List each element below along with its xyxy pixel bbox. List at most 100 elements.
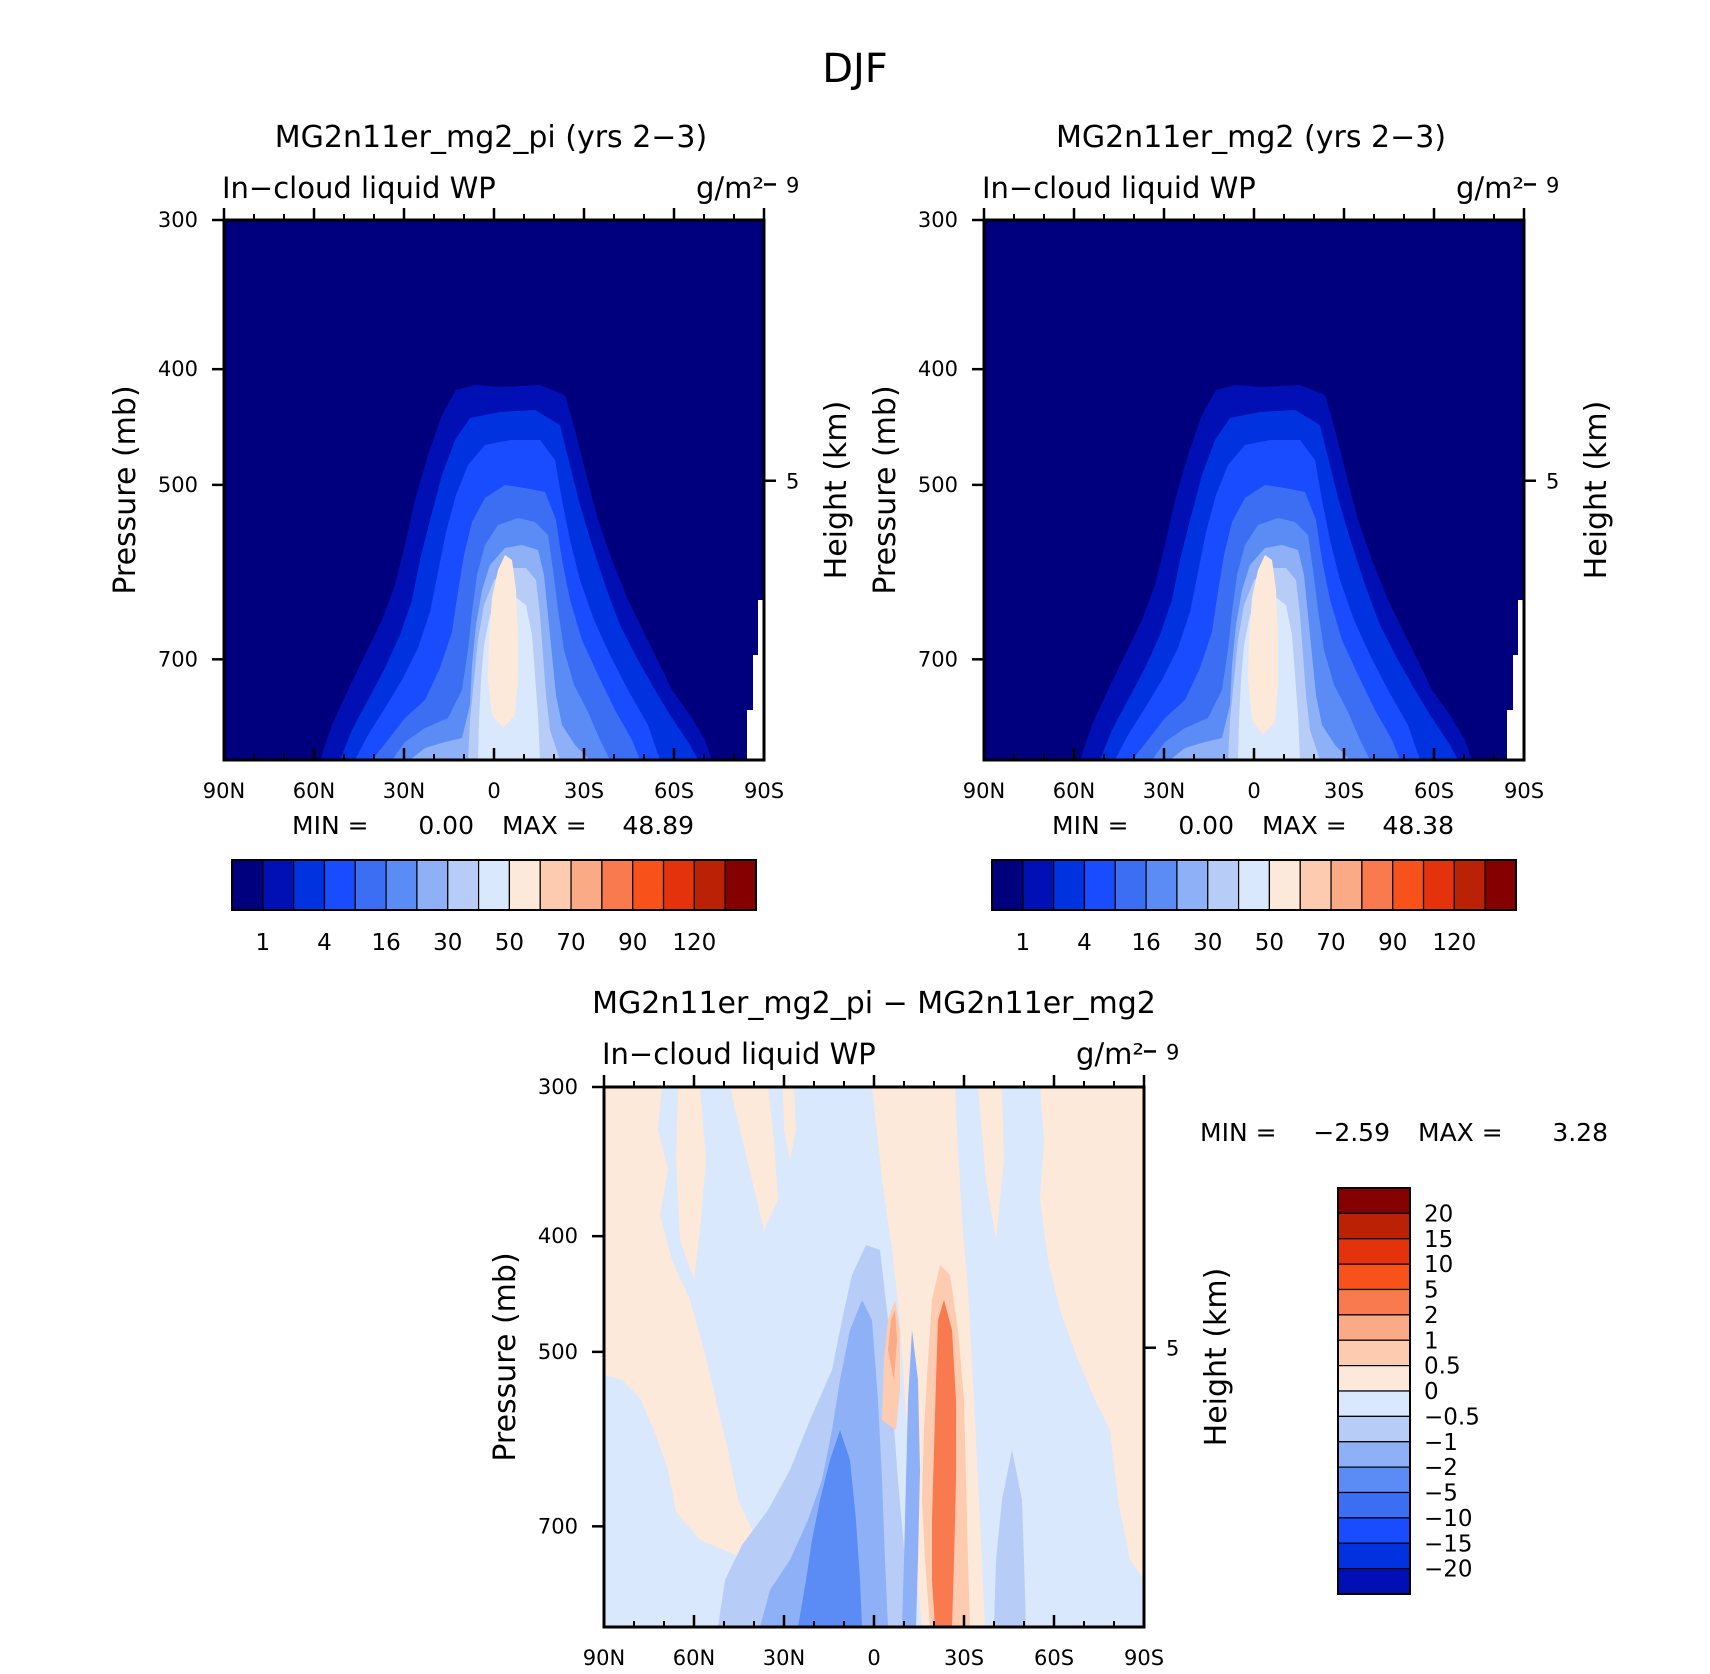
panel-1-left-label: In−cloud liquid WP (222, 171, 496, 205)
colorbar-level-label: −0.5 (1424, 1404, 1480, 1430)
colorbar-frame (231, 859, 757, 911)
colorbar-swatch (1299, 859, 1332, 911)
panel-1-plot (224, 220, 764, 760)
colorbar-swatch (1207, 859, 1240, 911)
x-tick-label: 60S (654, 779, 694, 803)
x-tick-label: 90N (963, 779, 1005, 803)
colorbar-swatch (231, 859, 264, 911)
colorbar-swatch (508, 859, 541, 911)
colorbar-level-label: 30 (433, 930, 462, 956)
x-tick-label: 30N (383, 779, 425, 803)
x-tick-label: 30N (1143, 779, 1185, 803)
colorbar-level-label: 90 (618, 930, 647, 956)
colorbar-swatch (1022, 859, 1055, 911)
panel-2-left-label: In−cloud liquid WP (982, 171, 1256, 205)
colorbar-swatch (1337, 1466, 1411, 1494)
panel-1-max-value: 48.89 (622, 811, 694, 840)
panel-3-max-value: 3.28 (1552, 1118, 1608, 1147)
colorbar-level-label: 1 (1424, 1328, 1439, 1354)
colorbar-swatch (1453, 859, 1486, 911)
colorbar-swatch (293, 859, 326, 911)
y-tick-label: 300 (538, 1075, 578, 1099)
colorbar-swatch (601, 859, 634, 911)
x-tick-label: 0 (1247, 779, 1260, 803)
panel-2-axes: 90N 60N 30N 0 30S 60S 90S 300 400 500 700 9 5 (918, 173, 1559, 803)
colorbar-level-label: 4 (1077, 930, 1092, 956)
colorbar-level-label: 4 (317, 930, 332, 956)
colorbar-level-label: 30 (1193, 930, 1222, 956)
colorbar-level-label: 16 (1131, 930, 1160, 956)
y-tick-label: 400 (158, 357, 198, 381)
colorbar-level-label: −2 (1424, 1455, 1458, 1481)
colorbar-swatch (1337, 1314, 1411, 1341)
panel-3-left-label: In−cloud liquid WP (602, 1037, 876, 1071)
colorbar-swatch (1337, 1212, 1411, 1240)
colorbar-swatch (1337, 1390, 1411, 1417)
colorbar-swatch (1337, 1491, 1411, 1519)
colorbar-level-label: 120 (1432, 930, 1476, 956)
panel-2: MG2n11er_mg2 (yrs 2−3) In−cloud liquid W… (868, 120, 1614, 956)
colorbar-swatch (447, 859, 480, 911)
panel-2-min-value: 0.00 (1178, 811, 1234, 840)
colorbar-swatch (1361, 859, 1394, 911)
colorbar-level-label: 15 (1424, 1227, 1453, 1253)
y-tick-label: 400 (918, 357, 958, 381)
colorbar-swatch (477, 859, 511, 911)
x-tick-label: 30N (763, 1646, 805, 1669)
x-tick-label: 30S (564, 779, 604, 803)
colorbar-swatch (539, 859, 572, 911)
panel-3-title: MG2n11er_mg2_pi − MG2n11er_mg2 (592, 986, 1156, 1021)
colorbar-swatch (662, 859, 695, 911)
y-tick-label: 700 (538, 1514, 578, 1538)
panel-3-plot (604, 1087, 1144, 1627)
colorbar-swatch (1337, 1365, 1411, 1392)
colorbar-swatch (1337, 1415, 1411, 1443)
colorbar-swatch (1337, 1238, 1411, 1265)
colorbar-swatch (570, 859, 603, 911)
x-tick-label: 90S (1124, 1646, 1164, 1669)
x-tick-label: 90N (203, 779, 245, 803)
colorbar-swatch (1337, 1288, 1411, 1316)
panel-1-colorbar: 1 4 16 30 50 70 90 120 (231, 859, 757, 956)
colorbar-swatch (1337, 1263, 1411, 1291)
x-tick-label: 90S (744, 779, 784, 803)
colorbar-swatch (724, 859, 757, 911)
colorbar-swatch (1484, 859, 1517, 911)
y-right-tick-label: 9 (786, 173, 799, 197)
panel-1-ylabel: Pressure (mb) (108, 385, 143, 594)
colorbar-swatch (354, 859, 387, 911)
colorbar-level-label: 5 (1424, 1278, 1439, 1304)
colorbar-level-label: 120 (672, 930, 716, 956)
colorbar-swatch (1392, 859, 1425, 911)
panel-3-min-value: −2.59 (1313, 1118, 1390, 1147)
panel-1-axes: 90N 60N 30N 0 30S 60S 90S 300 400 500 700 9 5 (158, 173, 799, 803)
colorbar-level-label: 16 (371, 930, 400, 956)
x-tick-label: 60N (1053, 779, 1095, 803)
panel-3-units: g/m² (1076, 1037, 1144, 1071)
x-tick-label: 60N (673, 1646, 715, 1669)
panel-1-band-9 (488, 555, 518, 728)
colorbar-swatch (1083, 859, 1116, 911)
colorbar-level-label: 90 (1378, 930, 1407, 956)
panel-3-negative-1-east (994, 1450, 1026, 1627)
colorbar-swatch (991, 859, 1024, 911)
colorbar-swatch (262, 859, 295, 911)
colorbar-swatch (632, 859, 665, 911)
colorbar-level-label: −5 (1424, 1481, 1458, 1507)
colorbar-swatch (385, 859, 418, 911)
panel-3-negative-eq-strip (902, 1330, 920, 1627)
colorbar-level-label: 2 (1424, 1303, 1439, 1329)
colorbar-level-label: 20 (1424, 1201, 1453, 1227)
colorbar-swatch (1337, 1568, 1411, 1595)
colorbar-level-label: −20 (1424, 1557, 1473, 1583)
panel-3-positive-strip-north (730, 1087, 778, 1230)
y-right-tick-label: 9 (1166, 1040, 1179, 1064)
y-tick-label: 300 (918, 208, 958, 232)
x-tick-label: 90S (1504, 779, 1544, 803)
panel-3-positive-core (932, 1300, 956, 1627)
figure-title: DJF (822, 46, 888, 92)
panel-3-positive-west (604, 1087, 755, 1560)
panel-2-title: MG2n11er_mg2 (yrs 2−3) (1056, 120, 1446, 155)
